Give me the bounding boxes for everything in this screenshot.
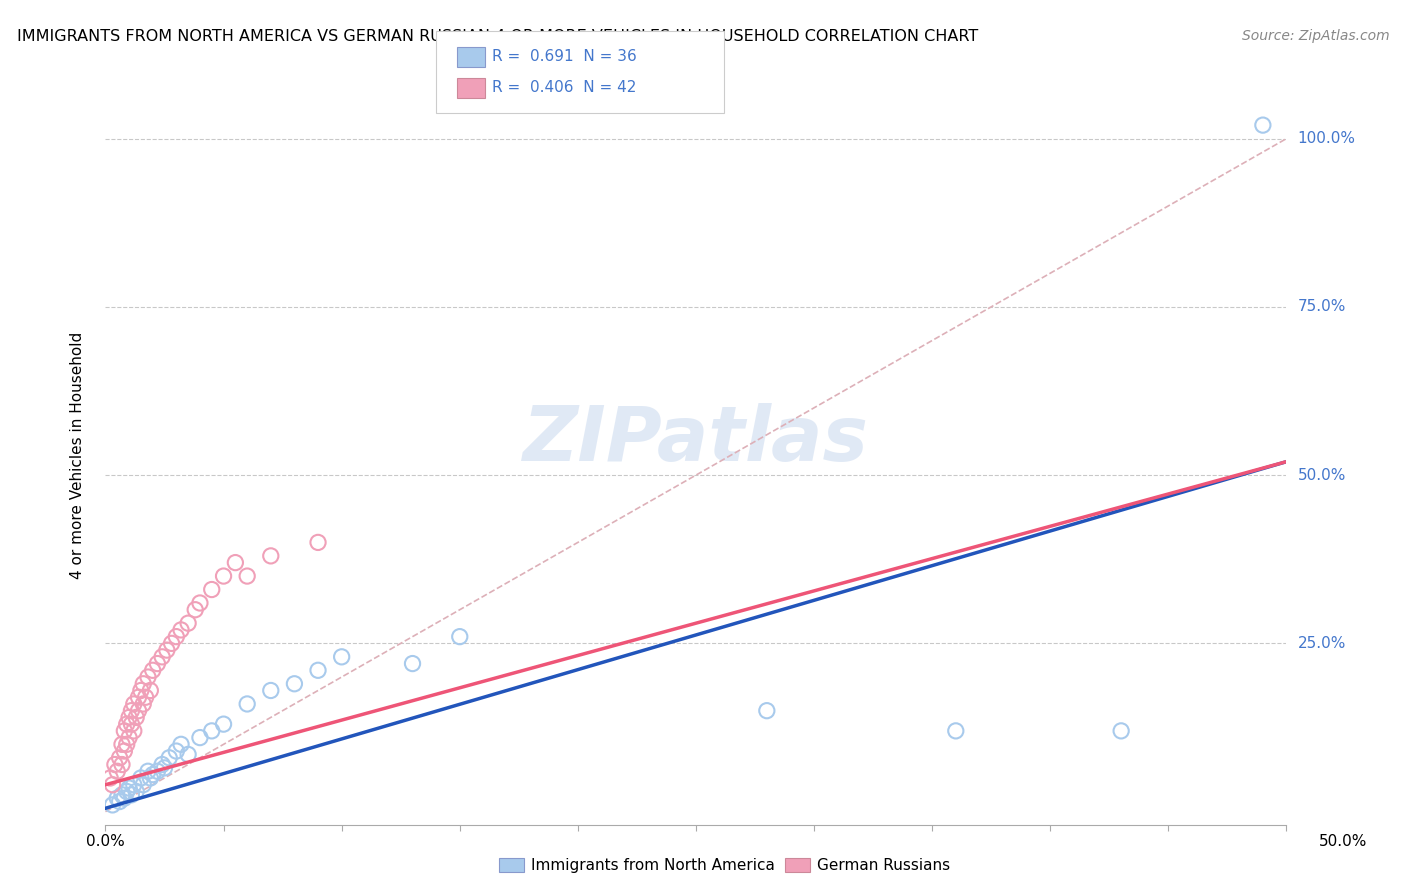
Point [139,683,162,698]
Text: ZIPatlas: ZIPatlas [523,403,869,477]
Point [128,690,150,705]
Point [136,670,159,684]
Text: 0.0%: 0.0% [86,834,125,848]
Point [146,764,169,779]
Point [105,764,128,779]
Point [165,744,187,758]
Point [132,677,155,691]
Point [146,657,169,671]
Text: 75.0%: 75.0% [1298,300,1346,314]
Point [122,697,145,711]
Point [330,649,353,664]
Text: 50.0%: 50.0% [1319,834,1367,848]
Text: R =  0.406  N = 42: R = 0.406 N = 42 [492,80,637,95]
Text: 50.0%: 50.0% [1298,467,1346,483]
Point [401,657,423,671]
Point [111,788,134,802]
Point [1109,723,1132,738]
Point [136,764,159,779]
Point [212,717,235,731]
Point [101,797,124,812]
Point [184,603,207,617]
Point [108,795,131,809]
Point [112,723,135,738]
Point [125,710,148,724]
Y-axis label: 4 or more Vehicles in Household: 4 or more Vehicles in Household [70,331,84,579]
Point [307,663,329,677]
Point [177,747,200,762]
Text: Immigrants from North America: Immigrants from North America [531,858,775,872]
Text: R =  0.691  N = 36: R = 0.691 N = 36 [492,49,637,63]
Point [449,630,471,644]
Point [108,751,131,765]
Point [150,757,173,772]
Point [101,778,124,792]
Point [125,784,148,798]
Point [120,788,142,802]
Text: IMMIGRANTS FROM NORTH AMERICA VS GERMAN RUSSIAN 4 OR MORE VEHICLES IN HOUSEHOLD : IMMIGRANTS FROM NORTH AMERICA VS GERMAN … [17,29,979,44]
Point [111,737,134,751]
Point [177,616,200,631]
Point [115,737,138,751]
Point [755,704,778,718]
Point [115,717,138,731]
Point [236,697,259,711]
Point [132,697,155,711]
Point [260,549,283,563]
Point [115,784,138,798]
Text: Source: ZipAtlas.com: Source: ZipAtlas.com [1241,29,1389,43]
Point [188,731,211,745]
Point [236,569,259,583]
Point [129,683,152,698]
Point [139,771,162,785]
Point [156,643,179,657]
Point [1251,118,1274,132]
Point [160,636,183,650]
Point [945,723,967,738]
Point [118,731,141,745]
Point [104,757,127,772]
Point [170,737,193,751]
Point [128,704,150,718]
Point [120,704,142,718]
Text: 25.0%: 25.0% [1298,636,1346,651]
Point [135,690,157,705]
Point [142,767,165,781]
Point [142,663,165,677]
Point [224,556,246,570]
Point [260,683,283,698]
Point [165,630,187,644]
Point [122,723,145,738]
Point [170,623,193,637]
Point [150,649,173,664]
Point [157,751,180,765]
Point [120,717,142,731]
Point [105,791,128,805]
Point [118,710,141,724]
Point [112,744,135,758]
Point [201,723,224,738]
Text: German Russians: German Russians [817,858,950,872]
Point [111,757,134,772]
Point [112,791,135,805]
Point [98,771,121,785]
Point [201,582,224,597]
Point [153,761,176,775]
Text: 100.0%: 100.0% [1298,131,1355,146]
Point [283,677,305,691]
Point [188,596,211,610]
Point [307,535,329,549]
Point [132,778,155,792]
Point [129,771,152,785]
Point [118,781,141,796]
Point [122,778,145,792]
Point [212,569,235,583]
